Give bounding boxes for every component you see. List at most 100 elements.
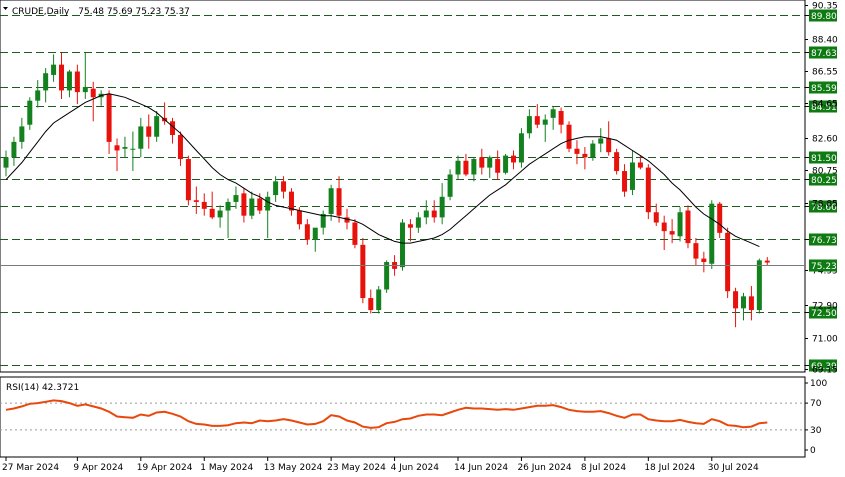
candle	[756, 258, 762, 314]
candle-body	[400, 222, 405, 268]
collapse-triangle-icon[interactable]	[3, 7, 8, 10]
candle	[479, 148, 485, 175]
candle	[11, 136, 17, 166]
candle-body	[407, 224, 413, 228]
candle-body	[138, 126, 144, 149]
candle	[146, 114, 152, 149]
candle-body	[550, 109, 556, 118]
candle	[534, 104, 540, 129]
candle	[629, 150, 635, 196]
candle-body	[11, 141, 17, 158]
candle	[725, 227, 731, 299]
candle	[487, 155, 493, 178]
candle	[439, 183, 445, 225]
candle-body	[637, 162, 643, 168]
candle	[368, 289, 374, 314]
candle	[320, 210, 326, 235]
candle-body	[90, 88, 96, 98]
candle-body	[320, 213, 326, 228]
candle	[622, 164, 628, 197]
candle	[407, 219, 413, 242]
level-label: 76.73	[811, 236, 837, 246]
candle	[35, 80, 41, 108]
candle-body	[479, 157, 485, 168]
candle	[685, 205, 691, 249]
candle	[677, 207, 683, 242]
candle-body	[177, 135, 183, 160]
candle	[526, 109, 532, 139]
candle-body	[701, 258, 707, 263]
candle-body	[201, 201, 207, 209]
candle-body	[709, 203, 715, 264]
candle-body	[217, 210, 223, 218]
date-label: 1 May 2024	[200, 463, 253, 473]
candle	[400, 219, 405, 271]
candle	[59, 52, 65, 99]
candle	[288, 188, 294, 216]
candle-body	[225, 201, 231, 211]
date-label: 27 Mar 2024	[2, 463, 59, 473]
candle-body	[43, 73, 49, 91]
candle	[90, 81, 96, 122]
candle	[360, 237, 366, 304]
candle-body	[415, 217, 421, 228]
candle	[748, 286, 754, 321]
level-label: 78.66	[811, 203, 837, 213]
candle-body	[740, 296, 746, 309]
date-label: 9 Apr 2024	[73, 463, 123, 473]
candle-body	[677, 212, 683, 237]
candle	[312, 227, 318, 252]
candle	[273, 176, 279, 202]
price-axis: 89.80 87.63 85.59 84.51 81.50 80.25 78.66 76.73…	[805, 2, 838, 376]
candle	[138, 117, 144, 158]
candle-body	[669, 231, 675, 235]
candle-body	[764, 260, 770, 263]
candle-body	[27, 100, 33, 125]
date-label: 26 Jun 2024	[517, 463, 571, 473]
level-box	[809, 306, 837, 319]
current-price-label: 75.23	[811, 262, 837, 272]
rsi-line	[5, 399, 768, 429]
chart-header: CRUDE,Daily 75.48 75.69 75.23 75.37	[12, 7, 190, 17]
rsi-tick-label: 100	[810, 379, 827, 389]
candle-body	[661, 222, 667, 232]
candle	[154, 110, 160, 142]
candle-body	[130, 148, 136, 150]
rsi-axis: 100 70 30 0	[805, 379, 827, 456]
candle-body	[209, 208, 215, 218]
candle	[653, 203, 659, 226]
candle	[249, 191, 255, 220]
candle-body	[503, 155, 509, 173]
candle	[582, 147, 588, 170]
rsi-levels	[0, 402, 805, 431]
candle	[82, 52, 88, 99]
candle-body	[463, 160, 469, 175]
candle-body	[733, 291, 739, 309]
candle	[66, 69, 72, 98]
candle	[511, 150, 517, 170]
candle-body	[495, 159, 501, 173]
candle-body	[106, 93, 112, 142]
rsi-panel: RSI(14) 42.3721	[0, 376, 806, 458]
price-tick-label: 80.75	[812, 167, 838, 177]
candle-body	[717, 203, 723, 233]
date-label: 14 Jun 2024	[454, 463, 508, 473]
price-tick-label: 72.90	[812, 302, 838, 312]
candle-body	[154, 116, 160, 137]
candle-body	[281, 181, 287, 192]
candle	[423, 200, 429, 225]
candle-body	[3, 157, 9, 168]
date-label: 30 Jul 2024	[708, 463, 759, 473]
candle	[645, 164, 651, 220]
rsi-tick-label: 70	[810, 399, 822, 409]
candle-body	[384, 262, 390, 290]
level-box	[809, 9, 837, 22]
candle-body	[328, 188, 334, 214]
candle-body	[725, 232, 731, 292]
candle-body	[66, 71, 72, 91]
candle-body	[257, 198, 263, 211]
candle-body	[558, 110, 564, 125]
candle	[637, 155, 643, 170]
candle-body	[582, 153, 588, 158]
